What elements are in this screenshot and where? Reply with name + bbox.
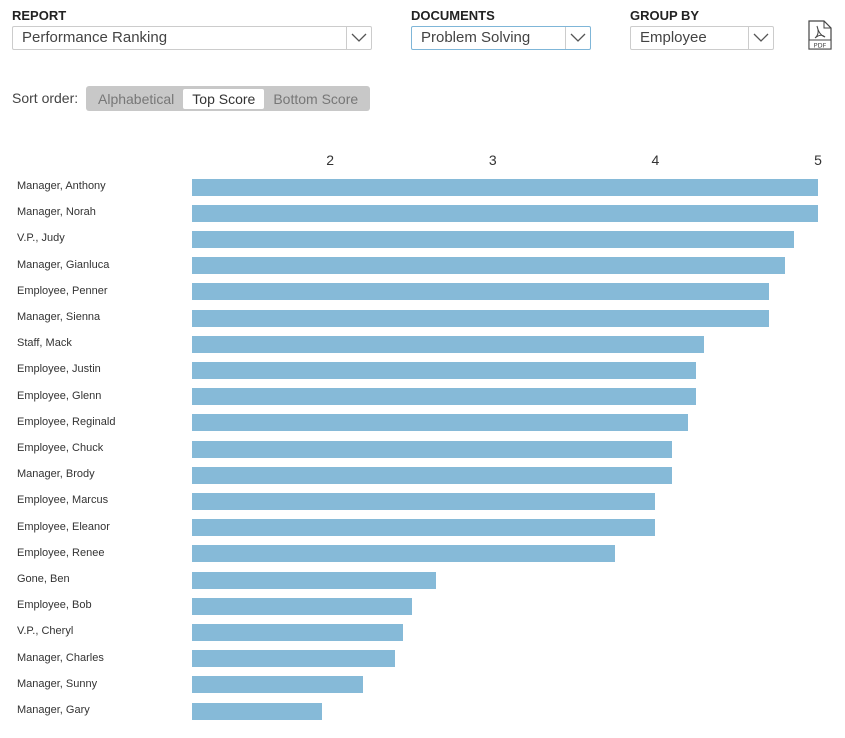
category-label: Employee, Marcus <box>17 494 109 507</box>
bar <box>192 492 656 510</box>
chevron-down-icon[interactable] <box>346 27 371 49</box>
sort-order-label: Sort order: <box>12 90 79 106</box>
bar <box>192 335 705 353</box>
category-label: V.P., Judy <box>17 232 65 245</box>
documents-select[interactable]: Problem Solving <box>411 26 591 50</box>
chevron-down-icon[interactable] <box>565 27 590 49</box>
bar <box>192 571 436 589</box>
bar <box>192 545 615 563</box>
x-tick-label: 3 <box>488 152 497 168</box>
bar <box>192 257 786 275</box>
group-by-value: Employee <box>640 29 707 46</box>
bar <box>192 204 818 222</box>
documents-value: Problem Solving <box>421 29 531 46</box>
category-label: Employee, Renee <box>17 546 105 559</box>
group-by-select[interactable]: Employee <box>630 26 774 50</box>
documents-label: DOCUMENTS <box>411 8 495 23</box>
bar <box>192 230 794 248</box>
sort-option-bottom-score[interactable]: Bottom Score <box>273 90 359 107</box>
category-label: Manager, Charles <box>17 651 104 664</box>
category-label: Manager, Anthony <box>17 180 106 192</box>
category-label: Manager, Gianluca <box>17 258 110 271</box>
x-tick-label: 4 <box>651 152 660 168</box>
bar <box>192 597 412 615</box>
sort-option-top-score[interactable]: Top Score <box>183 88 265 109</box>
bar <box>192 283 770 301</box>
category-label: Manager, Sienna <box>17 311 101 323</box>
bar <box>192 178 818 196</box>
bar <box>192 702 323 720</box>
category-label: Employee, Glenn <box>17 389 102 402</box>
bar <box>192 466 672 484</box>
bar <box>192 309 770 327</box>
sort-option-alphabetical[interactable]: Alphabetical <box>98 90 175 107</box>
category-label: Employee, Penner <box>17 284 108 297</box>
category-label: Employee, Chuck <box>17 442 104 454</box>
report-label: REPORT <box>12 8 67 23</box>
category-label: Employee, Reginald <box>17 415 116 428</box>
report-select[interactable]: Performance Ranking <box>12 26 372 50</box>
group-by-label: GROUP BY <box>630 8 700 23</box>
bar <box>192 361 697 379</box>
category-label: Employee, Bob <box>17 599 92 612</box>
bar <box>192 414 688 432</box>
sort-order-segmented-control: Alphabetical Top Score Bottom Score <box>86 86 371 111</box>
svg-text:PDF: PDF <box>814 42 827 50</box>
category-label: Gone, Ben <box>17 573 70 585</box>
category-label: Manager, Norah <box>17 206 96 219</box>
bar <box>192 388 697 406</box>
category-label: Employee, Eleanor <box>17 520 110 533</box>
category-label: Manager, Brody <box>17 468 95 481</box>
x-tick-label: 5 <box>814 152 822 168</box>
category-label: V.P., Cheryl <box>17 625 74 638</box>
bar <box>192 676 363 694</box>
bar <box>192 650 396 668</box>
chevron-down-icon[interactable] <box>748 27 773 49</box>
x-tick-label: 2 <box>326 152 335 168</box>
category-label: Manager, Sunny <box>17 677 98 690</box>
bar <box>192 519 656 537</box>
category-label: Employee, Justin <box>17 363 101 376</box>
category-label: Staff, Mack <box>17 337 72 350</box>
bar <box>192 440 672 458</box>
pdf-file-icon[interactable]: PDF <box>808 20 832 55</box>
category-label: Manager, Gary <box>17 704 90 716</box>
bar <box>192 623 404 641</box>
report-value: Performance Ranking <box>22 29 168 46</box>
